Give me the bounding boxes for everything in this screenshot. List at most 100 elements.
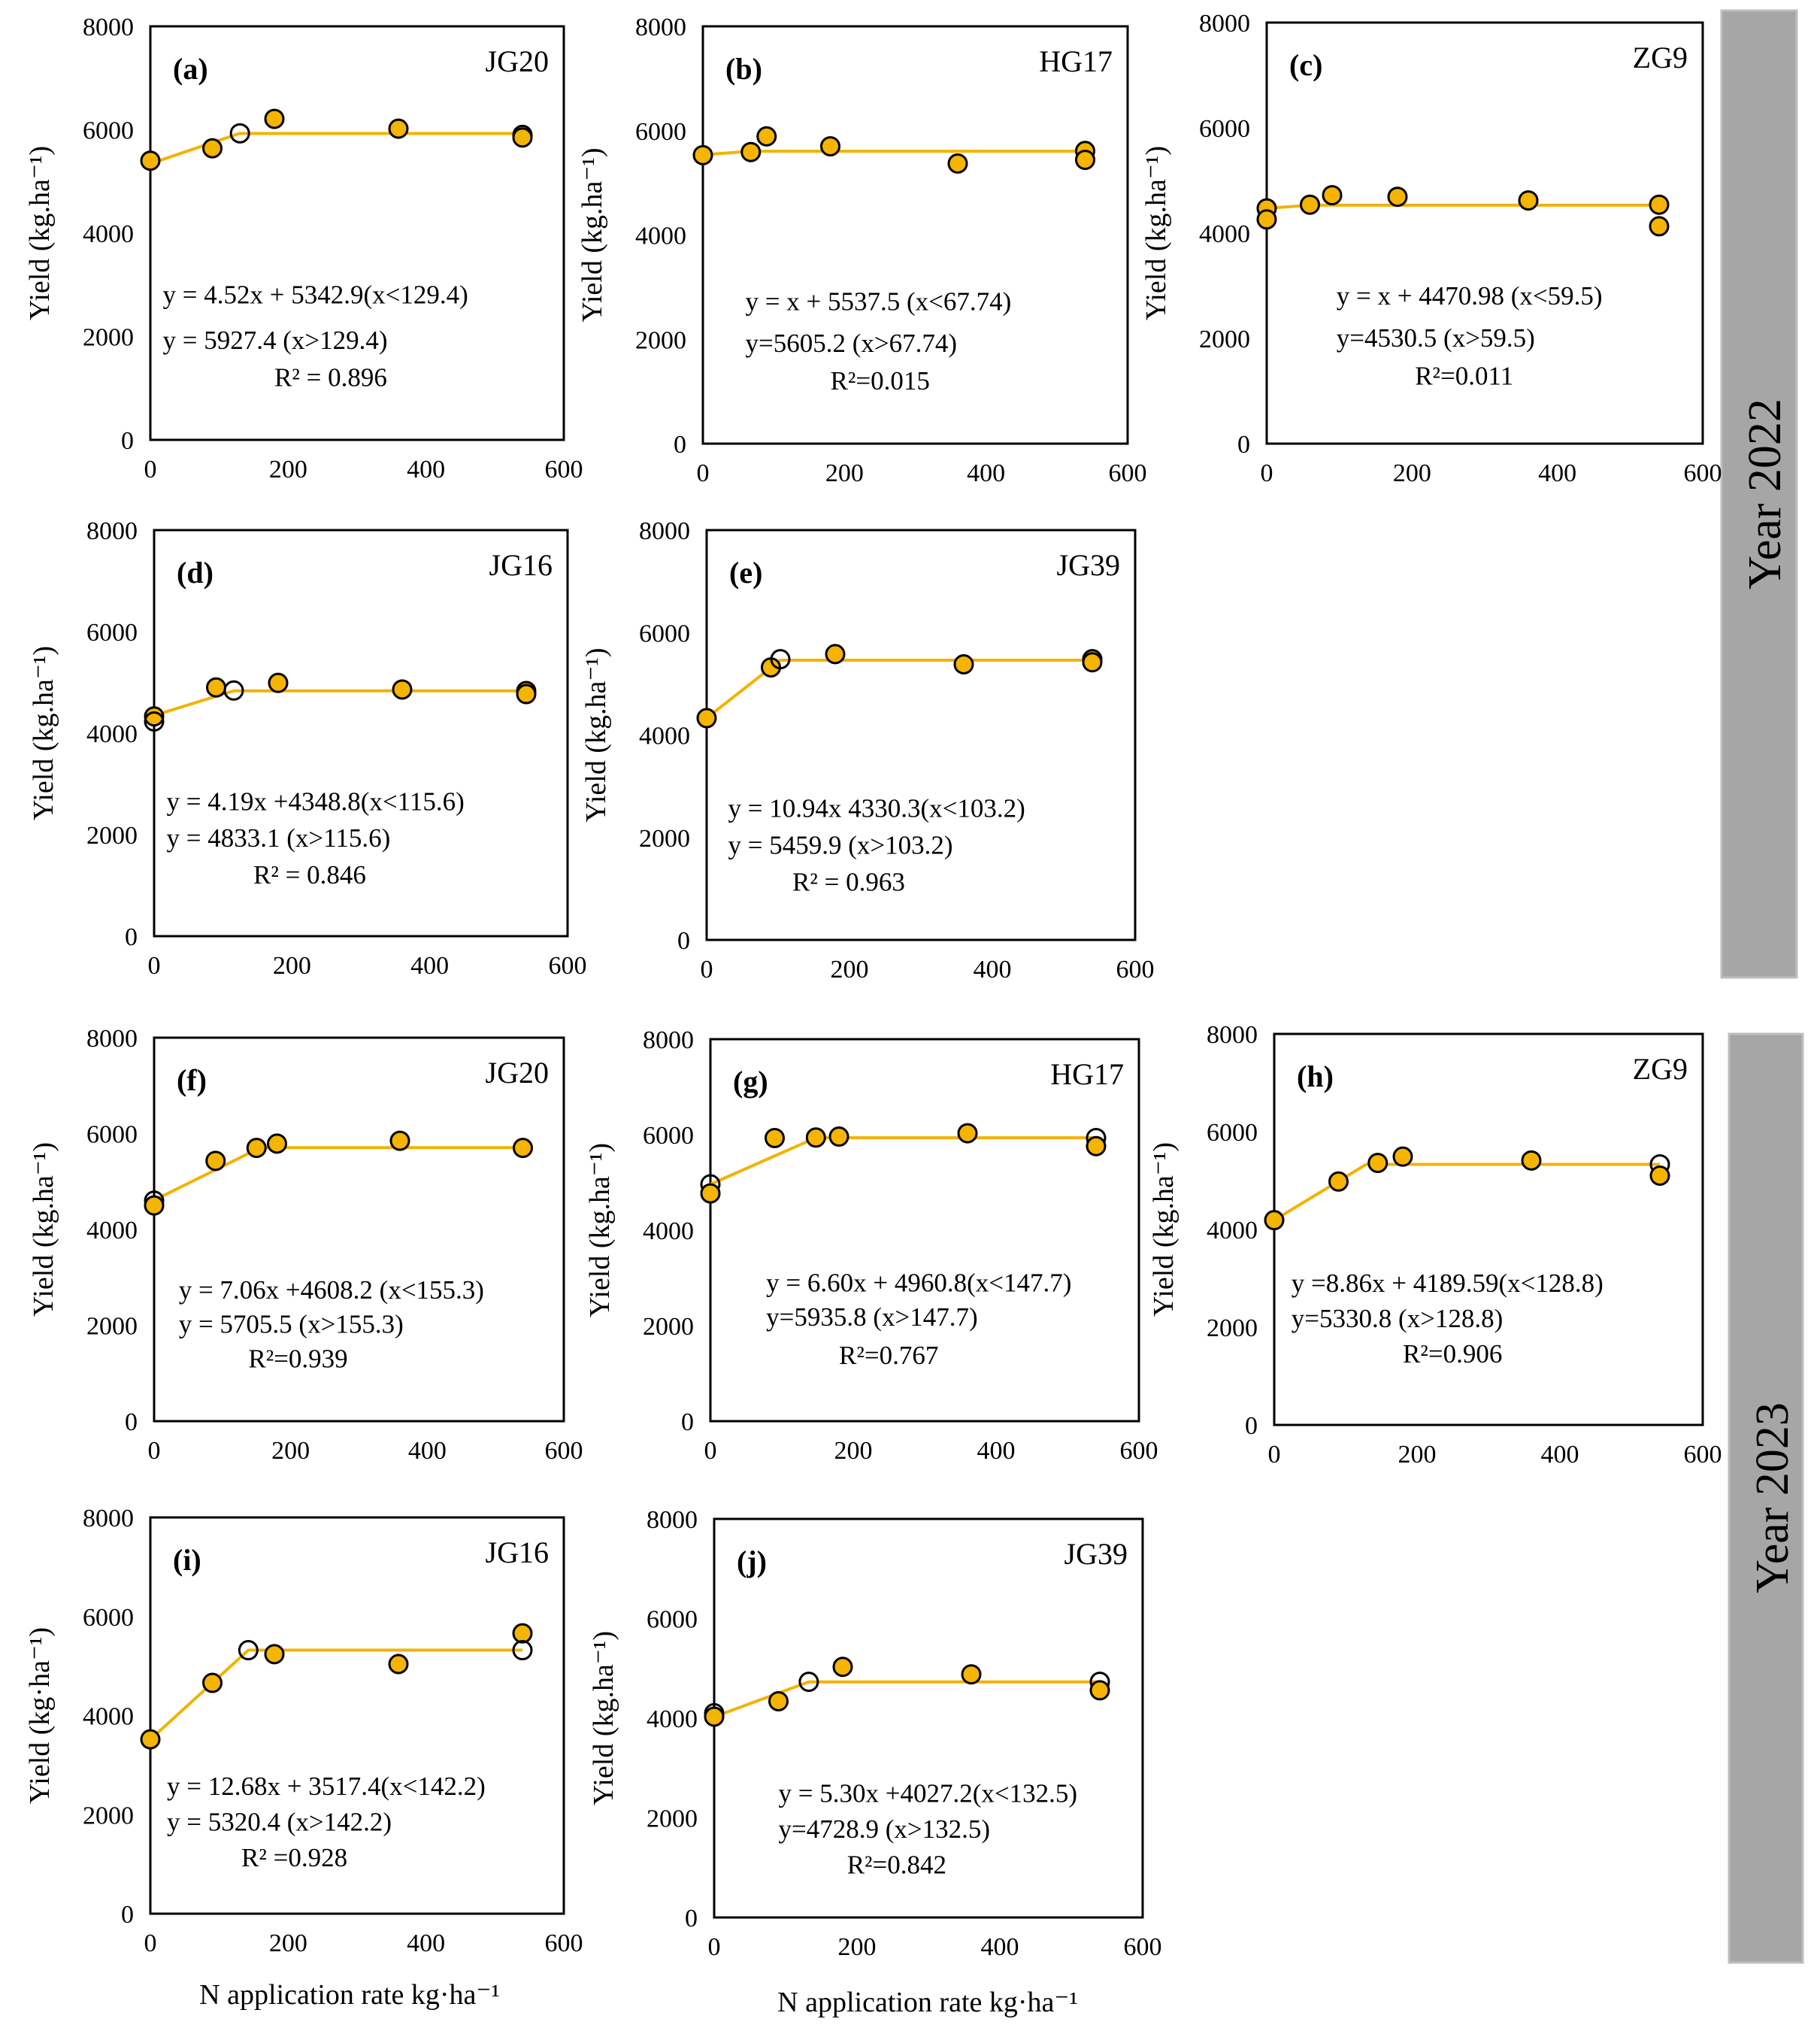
x-tick-label: 600 (1684, 459, 1722, 487)
equation-line: R²=0.015 (831, 366, 930, 396)
y-tick-label: 2000 (647, 1805, 698, 1833)
equation-line: y=5605.2 (x>67.74) (746, 329, 958, 358)
panel-label: (b) (725, 52, 762, 86)
y-axis-title: Yield (kg.ha⁻¹) (28, 1142, 59, 1317)
data-point (1300, 194, 1321, 215)
data-point-open (770, 649, 791, 670)
data-point (512, 127, 533, 148)
panel-c: 0 2000 4000 6000 8000 0 200 400 600 Yield (kg.ha⁻… (1140, 10, 1722, 487)
data-point (388, 1654, 409, 1675)
y-tick-label: 2000 (83, 1802, 134, 1829)
y-tick-label: 0 (1237, 431, 1250, 459)
data-point (144, 706, 165, 727)
fit-line (149, 1648, 522, 1741)
y-tick-label: 8000 (86, 1025, 138, 1053)
x-tick-label: 200 (269, 456, 307, 483)
x-tick-label: 400 (977, 1437, 1016, 1465)
data-point (1086, 1135, 1107, 1156)
y-tick-label: 8000 (647, 1506, 698, 1534)
equation-line: y = 5.30x +4027.2(x<132.5) (779, 1778, 1078, 1808)
x-tick-label: 0 (708, 1933, 721, 1961)
data-point (246, 1138, 267, 1159)
y-tick-label: 4000 (639, 723, 690, 750)
panel-label: (c) (1289, 48, 1322, 82)
y-tick-label: 0 (121, 427, 134, 455)
equation-line: y = 4.19x +4348.8(x<115.6) (167, 787, 465, 817)
equation-line: y = x + 4470.98 (x<59.5) (1337, 281, 1603, 311)
panel-d: 0 2000 4000 6000 8000 0 200 400 600 Yield (kg.ha⁻… (28, 517, 587, 980)
equation-line: y=4530.5 (x>59.5) (1337, 323, 1535, 353)
fit-line (1273, 1163, 1660, 1222)
y-tick-label: 8000 (635, 14, 686, 41)
x-tick-label: 200 (1398, 1441, 1437, 1469)
equation-line: y = 5927.4 (x>129.4) (163, 326, 388, 355)
y-tick-label: 8000 (83, 14, 134, 41)
data-point (1518, 190, 1539, 211)
fit-line (713, 1680, 1100, 1719)
x-tick-label: 400 (1538, 459, 1576, 487)
data-point-open (144, 711, 165, 732)
y-axis-title: Yield (kg.ha⁻¹) (1148, 1142, 1180, 1317)
x-tick-label: 400 (407, 1929, 445, 1957)
cultivar-label: JG20 (486, 44, 549, 78)
data-point (1649, 1166, 1670, 1186)
year-2022-bar: Year 2022 (1720, 9, 1798, 979)
y-tick-label: 6000 (1199, 115, 1250, 143)
data-point (1521, 1150, 1542, 1171)
data-point (513, 1138, 533, 1159)
y-tick-label: 4000 (647, 1705, 698, 1733)
equation-line: y = 4833.1 (x>115.6) (167, 823, 391, 853)
panel-j: 0 2000 4000 6000 8000 0 200 400 600 Yield (kg.ha⁻… (588, 1506, 1162, 1961)
panel-a: 0 2000 4000 6000 8000 0 200 400 600 Yield (kg.ha⁻… (24, 14, 583, 483)
y-axis-title: Yield (kg.ha⁻¹) (577, 148, 608, 323)
y-tick-label: 2000 (639, 825, 690, 853)
cultivar-label: ZG9 (1633, 1052, 1688, 1086)
data-point (1367, 1153, 1388, 1174)
y-tick-label: 4000 (635, 223, 686, 250)
data-point (202, 138, 223, 159)
data-point (140, 150, 161, 171)
x-tick-label: 0 (148, 952, 161, 980)
x-tick-label: 600 (549, 952, 587, 980)
cultivar-label: JG16 (486, 1535, 549, 1569)
y-tick-label: 2000 (1199, 326, 1250, 353)
data-point (267, 1133, 287, 1154)
cultivar-label: JG39 (1057, 548, 1120, 582)
y-tick-label: 6000 (86, 1121, 138, 1149)
x-tick-label: 400 (408, 1437, 447, 1465)
x-tick-label: 0 (148, 1437, 161, 1465)
cultivar-label: HG17 (1039, 44, 1113, 78)
data-point (202, 1672, 223, 1693)
x-tick-label: 600 (545, 1929, 583, 1957)
panel-label: (j) (737, 1544, 767, 1578)
data-point (206, 677, 226, 698)
x-tick-label: 400 (981, 1933, 1019, 1961)
panel-label: (a) (173, 52, 208, 86)
panel-label: (e) (729, 556, 762, 590)
data-point (700, 1183, 721, 1204)
data-point (957, 1123, 978, 1144)
data-point (696, 708, 717, 729)
plot-area (1273, 1032, 1704, 1426)
y-tick-label: 6000 (639, 620, 690, 647)
y-tick-label: 2000 (83, 324, 134, 352)
equation-line: y=4728.9 (x>132.5) (779, 1814, 991, 1844)
data-point (1256, 209, 1277, 230)
y-tick-label: 8000 (643, 1026, 694, 1054)
y-tick-label: 8000 (639, 517, 690, 545)
equation-line: y = 10.94x 4330.3(x<103.2) (728, 794, 1025, 823)
panel-g: 0 2000 4000 6000 8000 0 200 400 600 Yield (kg.ha⁻… (584, 1026, 1158, 1465)
y-tick-label: 4000 (86, 720, 138, 748)
data-point (947, 153, 968, 174)
data-point (205, 1150, 226, 1172)
x-tick-label: 0 (1268, 1441, 1281, 1469)
y-tick-label: 4000 (1199, 220, 1250, 248)
data-point (692, 144, 713, 165)
x-axis-title-left: N application rate kg·ha⁻¹ (199, 1979, 500, 2011)
data-point (512, 1623, 533, 1644)
y-tick-label: 8000 (1199, 10, 1250, 38)
x-axis-title-right: N application rate kg·ha⁻¹ (777, 1987, 1078, 2018)
y-tick-label: 0 (121, 1901, 134, 1929)
y-tick-label: 0 (1245, 1412, 1258, 1440)
